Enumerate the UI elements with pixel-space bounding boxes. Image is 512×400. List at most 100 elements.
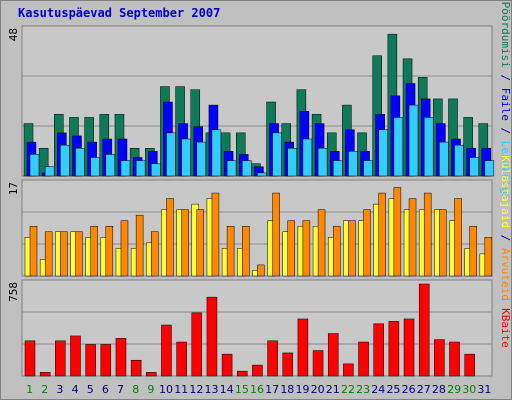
bar-arvuteid-18 [287, 220, 295, 277]
bar-lehekülgi-31 [484, 160, 495, 177]
bar-lehekülgi-25 [393, 117, 404, 177]
bar-arvuteid-16 [257, 264, 265, 277]
bar-lehekülgi-24 [378, 129, 388, 177]
bar-lehekülgi-29 [454, 144, 464, 177]
bar-kbaite-23 [358, 341, 369, 377]
bar-lehekülgi-7 [120, 160, 131, 177]
bar-kbaite-25 [388, 321, 400, 377]
bar-arvuteid-10 [166, 198, 174, 277]
bar-arvuteid-14 [226, 225, 235, 277]
bar-kbaite-3 [55, 340, 66, 377]
legend-visits-part: / [499, 228, 512, 248]
x-tick-label: 12 [189, 383, 203, 396]
bar-arvuteid-31 [484, 237, 493, 277]
legend-hits-part: / [499, 121, 512, 141]
x-tick-label: 5 [87, 383, 94, 396]
bar-lehekülgi-8 [135, 160, 146, 177]
x-tick-label: 21 [326, 383, 340, 396]
x-tick-label: 18 [280, 383, 294, 396]
legend-kbytes: KBaite [499, 308, 512, 348]
bar-arvuteid-13 [211, 192, 220, 277]
bar-lehekülgi-11 [181, 138, 191, 177]
bar-lehekülgi-13 [211, 129, 222, 177]
bar-kbaite-27 [418, 283, 430, 377]
bar-lehekülgi-23 [363, 160, 373, 177]
bar-kbaite-29 [449, 341, 460, 377]
legend-visits-part: Arvuteid [499, 248, 512, 301]
bar-kbaite-20 [312, 350, 324, 377]
x-tick-label: 19 [295, 383, 309, 396]
bar-lehekülgi-30 [469, 157, 479, 177]
bar-arvuteid-28 [439, 209, 447, 277]
x-tick-label: 23 [356, 383, 370, 396]
legend-hits-part: Pöördumisi [499, 2, 512, 68]
bar-kbaite-13 [206, 296, 218, 377]
x-tick-label: 26 [402, 383, 416, 396]
bar-kbaite-24 [373, 323, 384, 377]
bar-lehekülgi-6 [105, 154, 116, 177]
bar-arvuteid-15 [242, 225, 250, 277]
bar-arvuteid-26 [408, 198, 417, 277]
bar-lehekülgi-10 [166, 132, 176, 177]
legend-hits-part: Faile [499, 88, 512, 121]
x-tick-label: 4 [72, 383, 79, 396]
bar-lehekülgi-27 [423, 117, 434, 177]
bar-arvuteid-6 [105, 225, 114, 277]
bar-kbaite-11 [176, 341, 187, 377]
bar-arvuteid-19 [302, 220, 311, 277]
legend-hits: Pöördumisi / Faile / Lehekülgi [499, 2, 512, 201]
bar-kbaite-1 [24, 340, 36, 377]
bar-arvuteid-29 [454, 198, 462, 277]
bar-lehekülgi-1 [29, 154, 40, 177]
bar-lehekülgi-16 [257, 172, 267, 177]
bar-kbaite-17 [267, 340, 278, 377]
bar-lehekülgi-17 [272, 132, 282, 177]
bar-kbaite-6 [100, 344, 112, 377]
bar-lehekülgi-15 [242, 160, 252, 177]
bar-kbaite-26 [403, 318, 415, 377]
x-tick-label: 9 [147, 383, 154, 396]
bar-arvuteid-7 [120, 220, 129, 277]
legend-visits-part: Külastajaid [499, 155, 512, 228]
x-tick-label: 8 [132, 383, 139, 396]
x-tick-label: 29 [447, 383, 461, 396]
y-max-label: 48 [7, 28, 20, 41]
bar-arvuteid-8 [135, 214, 144, 277]
y-max-label: 758 [7, 282, 20, 302]
x-tick-label: 20 [311, 383, 325, 396]
x-tick-label: 27 [417, 383, 431, 396]
y-max-label: 17 [7, 182, 20, 195]
bar-arvuteid-24 [378, 192, 386, 277]
x-tick-label: 22 [341, 383, 355, 396]
bar-kbaite-30 [464, 353, 475, 377]
bar-kbaite-10 [161, 324, 172, 377]
bar-kbaite-8 [130, 359, 142, 377]
x-tick-label: 6 [102, 383, 109, 396]
legend-hits-part: / [499, 68, 512, 88]
x-tick-label: 14 [220, 383, 234, 396]
bar-lehekülgi-5 [90, 157, 100, 177]
bar-lehekülgi-3 [60, 144, 70, 177]
chart-title: Kasutuspäevad September 2007 [18, 6, 221, 20]
bar-lehekülgi-21 [332, 160, 343, 177]
bar-arvuteid-11 [181, 209, 189, 277]
bar-arvuteid-2 [44, 231, 53, 277]
bar-kbaite-21 [327, 333, 339, 377]
bar-lehekülgi-2 [44, 166, 55, 177]
bar-kbaite-5 [85, 344, 96, 377]
x-tick-label: 30 [462, 383, 476, 396]
x-tick-label: 11 [174, 383, 188, 396]
bar-arvuteid-5 [90, 225, 98, 277]
x-tick-label: 1 [26, 383, 33, 396]
bar-lehekülgi-28 [439, 141, 449, 177]
x-tick-label: 2 [41, 383, 48, 396]
x-tick-label: 16 [250, 383, 264, 396]
legend-hits-part: Lehekülgi [499, 141, 512, 201]
bar-lehekülgi-20 [317, 148, 328, 177]
bar-arvuteid-3 [60, 231, 68, 277]
bar-arvuteid-9 [151, 231, 159, 277]
bar-kbaite-14 [221, 353, 233, 377]
bar-arvuteid-22 [348, 220, 356, 277]
x-tick-label: 15 [235, 383, 249, 396]
